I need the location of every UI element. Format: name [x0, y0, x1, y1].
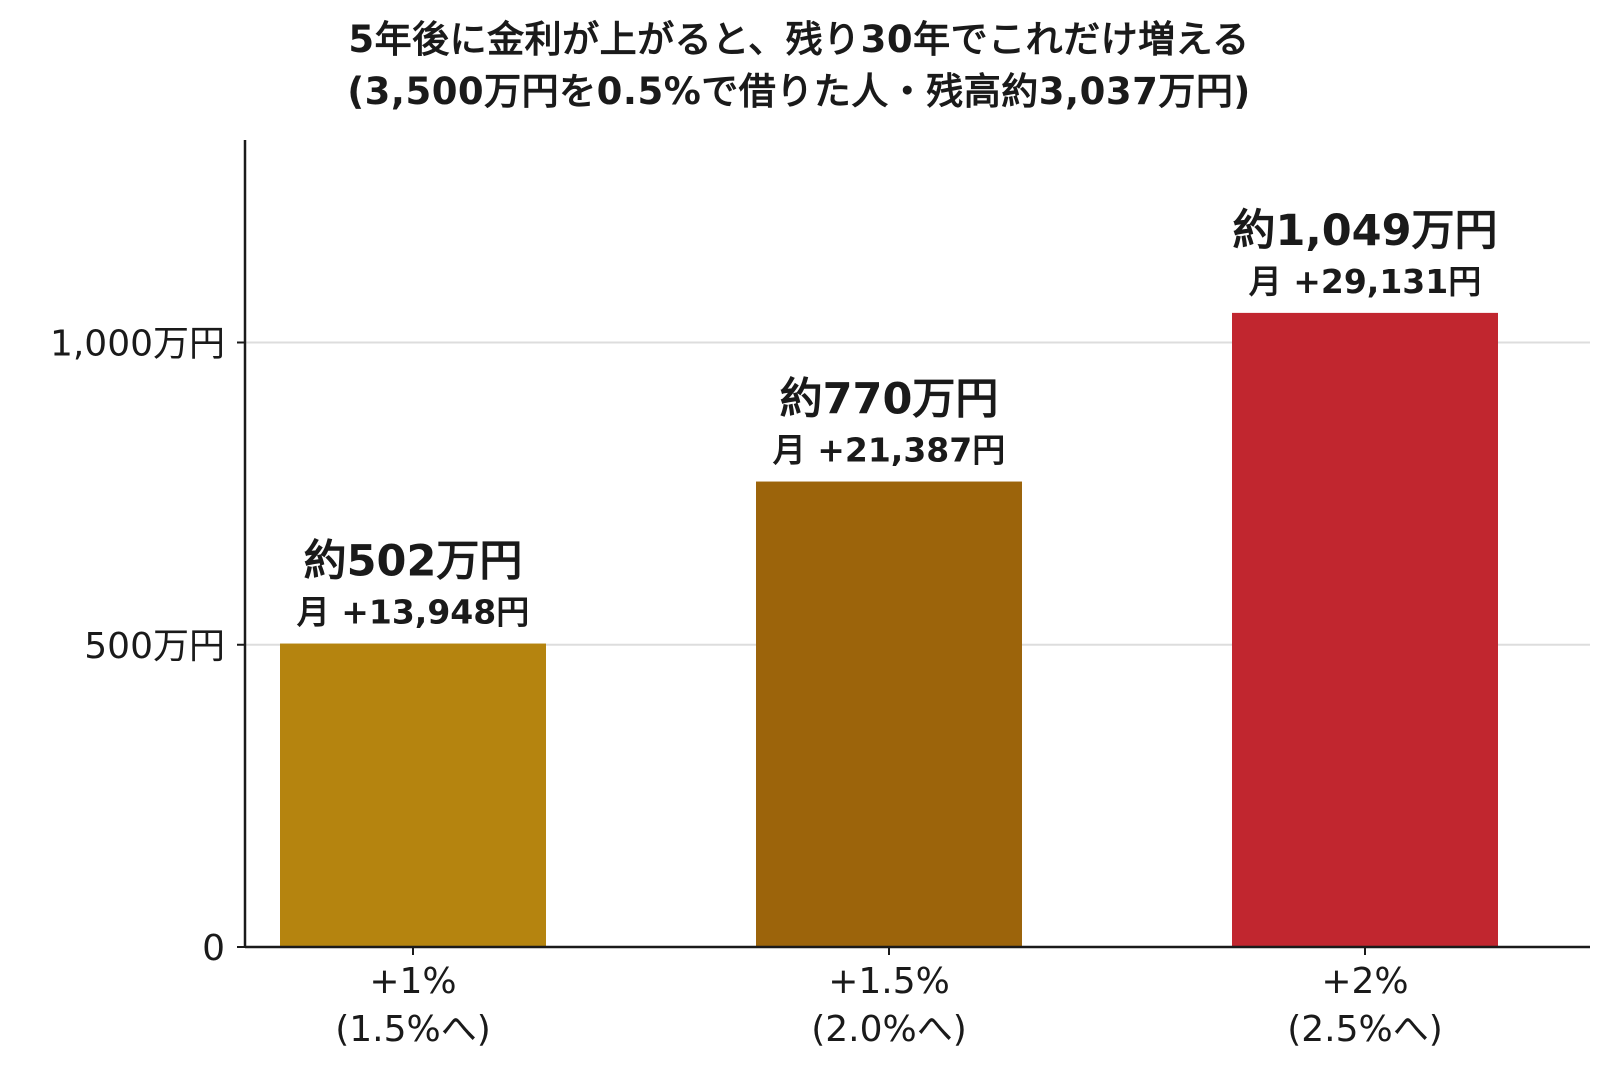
value-label-3: 約1,049万円: [1232, 206, 1497, 256]
x-tick-label-1-2: (1.5%へ): [335, 1009, 491, 1050]
bar-2: [756, 481, 1022, 947]
x-tick-label-1-1: +1%: [369, 961, 456, 1002]
chart-title: 5年後に金利が上がると、残り30年でこれだけ増える: [348, 18, 1250, 61]
x-tick-label-2-2: (2.0%へ): [811, 1009, 967, 1050]
monthly-label-2: 月 +21,387円: [773, 431, 1005, 470]
bars: [280, 312, 1498, 948]
bar-1: [280, 643, 546, 947]
value-label-1: 約502万円: [304, 537, 523, 587]
y-tick-label: 1,000万円: [50, 324, 225, 365]
monthly-label-3: 月 +29,131円: [1249, 262, 1481, 301]
chart-subtitle: (3,500万円を0.5%で借りた人・残高約3,037万円): [347, 70, 1251, 113]
chart-title-block: 5年後に金利が上がると、残り30年でこれだけ増える (3,500万円を0.5%で…: [0, 14, 1598, 118]
x-tick-label-2-1: +1.5%: [828, 961, 950, 1002]
bar-3: [1232, 312, 1498, 948]
monthly-label-1: 月 +13,948円: [297, 593, 529, 632]
value-label-2: 約770万円: [780, 375, 999, 425]
y-tick-label: 0: [202, 928, 225, 969]
y-tick-label: 500万円: [84, 626, 225, 667]
x-tick-label-3-1: +2%: [1321, 961, 1408, 1002]
x-tick-label-3-2: (2.5%へ): [1287, 1009, 1443, 1050]
axes: 0 500万円 1,000万円 +1% (1.5%へ) +1.5% (2.0%へ) +2% (2…: [50, 140, 1590, 1050]
